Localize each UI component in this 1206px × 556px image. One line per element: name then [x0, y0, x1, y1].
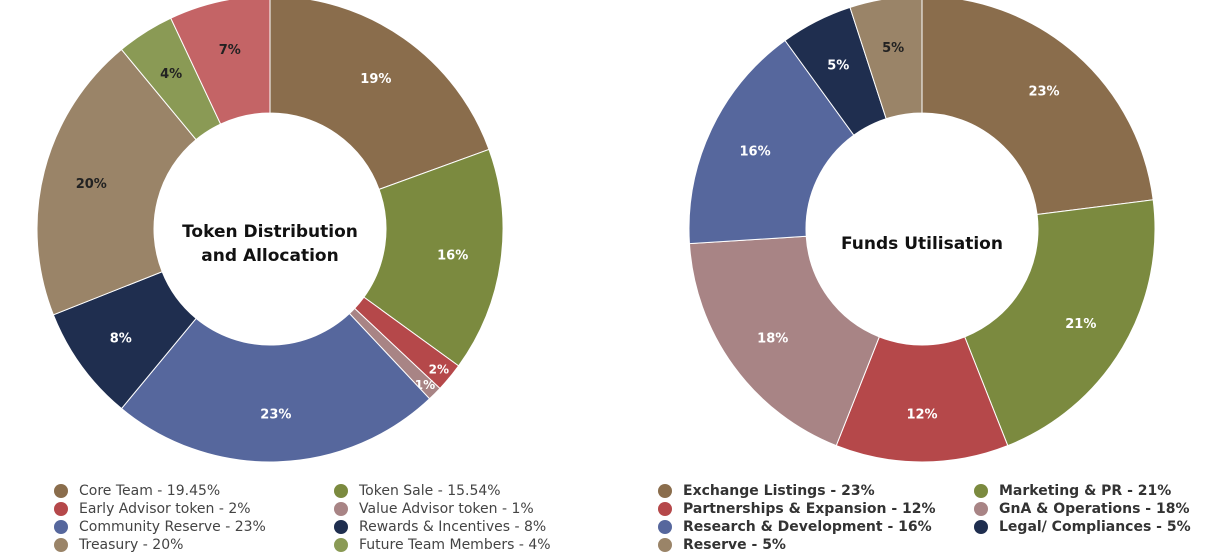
legend-item: Treasury - 20% — [54, 536, 334, 554]
legend-swatch — [658, 538, 672, 552]
slice-core-team — [269, 0, 490, 191]
legend-label: Future Team Members - 4% — [359, 537, 551, 553]
legend-swatch — [658, 484, 672, 498]
slice-data-label: 12% — [906, 408, 937, 423]
slice-data-label: 8% — [110, 331, 132, 346]
slice-data-label: 2% — [429, 363, 449, 377]
slice-gna-operations — [688, 235, 880, 447]
legend-swatch — [54, 520, 68, 534]
legend-item: Legal/ Compliances - 5% — [974, 518, 1206, 536]
legend-label: GnA & Operations - 18% — [999, 501, 1190, 517]
slice-data-label: 20% — [76, 177, 107, 192]
legend-funds-utilisation: Exchange Listings - 23% Partnerships & Ex… — [658, 482, 1206, 554]
legend-swatch — [334, 538, 348, 552]
legend-swatch — [658, 520, 672, 534]
legend-swatch — [974, 502, 988, 516]
legend-label: Reserve - 5% — [683, 537, 786, 553]
legend-column: Token Sale - 15.54% Value Advisor token -… — [334, 482, 614, 554]
legend-item: Marketing & PR - 21% — [974, 482, 1206, 500]
legend-label: Community Reserve - 23% — [79, 519, 266, 535]
donut-chart-0: 19%16%2%1%23%8%20%4%7%Token Distribution… — [36, 0, 504, 463]
legend-label: Rewards & Incentives - 8% — [359, 519, 547, 535]
legend-label: Value Advisor token - 1% — [359, 501, 534, 517]
legend-item: Reserve - 5% — [658, 536, 974, 554]
legend-swatch — [54, 502, 68, 516]
donut-chart-1: 23% 21% 12% 18% 16% 5% 5% Funds Utilisation — [688, 0, 1156, 463]
slice-data-label: 7% — [219, 43, 241, 58]
legend-item: Rewards & Incentives - 8% — [334, 518, 614, 536]
legend-swatch — [54, 538, 68, 552]
legend-item: Value Advisor token - 1% — [334, 500, 614, 518]
slice-data-label: 5% — [827, 59, 849, 74]
legend-label: Early Advisor token - 2% — [79, 501, 251, 517]
legend-label: Treasury - 20% — [79, 537, 184, 553]
slice-data-label: 4% — [160, 67, 182, 82]
slice-treasury — [36, 48, 197, 316]
legend-token-distribution: Core Team - 19.45% Early Advisor token - … — [54, 482, 614, 554]
legend-item: Exchange Listings - 23% — [658, 482, 974, 500]
slice-data-label: 21% — [1065, 317, 1096, 332]
chart-title: Token Distribution — [182, 222, 358, 242]
slice-reserve — [849, 0, 923, 120]
legend-label: Token Sale - 15.54% — [359, 483, 501, 499]
legend-label: Legal/ Compliances - 5% — [999, 519, 1191, 535]
legend-item: Research & Development - 16% — [658, 518, 974, 536]
legend-label: Core Team - 19.45% — [79, 483, 221, 499]
chart-title: and Allocation — [201, 246, 338, 266]
legend-swatch — [334, 520, 348, 534]
slice-data-label: 23% — [1028, 85, 1059, 100]
slice-data-label: 5% — [882, 41, 904, 56]
legend-label: Exchange Listings - 23% — [683, 483, 875, 499]
legend-label: Research & Development - 16% — [683, 519, 932, 535]
legend-column: Marketing & PR - 21% GnA & Operations - 1… — [974, 482, 1206, 554]
legend-swatch — [334, 502, 348, 516]
slice-research-development — [688, 39, 855, 245]
legend-swatch — [974, 484, 988, 498]
slice-community-reserve — [120, 312, 431, 463]
legend-swatch — [54, 484, 68, 498]
legend-label: Marketing & PR - 21% — [999, 483, 1172, 499]
legend-swatch — [974, 520, 988, 534]
slice-unlabeled — [170, 0, 271, 125]
slice-data-label: 19% — [360, 72, 391, 87]
legend-column: Exchange Listings - 23% Partnerships & Ex… — [658, 482, 974, 554]
legend-swatch — [658, 502, 672, 516]
slice-data-label: 16% — [739, 144, 770, 159]
legend-swatch — [334, 484, 348, 498]
slice-data-label: 16% — [437, 249, 468, 264]
slice-token-sale — [363, 148, 504, 367]
slice-exchange-listings — [921, 0, 1154, 216]
legend-item: Token Sale - 15.54% — [334, 482, 614, 500]
legend-label: Partnerships & Expansion - 12% — [683, 501, 936, 517]
legend-item: Future Team Members - 4% — [334, 536, 614, 554]
legend-item: Core Team - 19.45% — [54, 482, 334, 500]
legend-item: Community Reserve - 23% — [54, 518, 334, 536]
legend-item: Partnerships & Expansion - 12% — [658, 500, 974, 518]
legend-item: Early Advisor token - 2% — [54, 500, 334, 518]
legend-item: GnA & Operations - 18% — [974, 500, 1206, 518]
legend-column: Core Team - 19.45% Early Advisor token - … — [54, 482, 334, 554]
slice-data-label: 18% — [757, 331, 788, 346]
slice-data-label: 23% — [260, 407, 291, 422]
slice-marketing-pr — [964, 199, 1156, 447]
chart-title: Funds Utilisation — [841, 234, 1003, 254]
